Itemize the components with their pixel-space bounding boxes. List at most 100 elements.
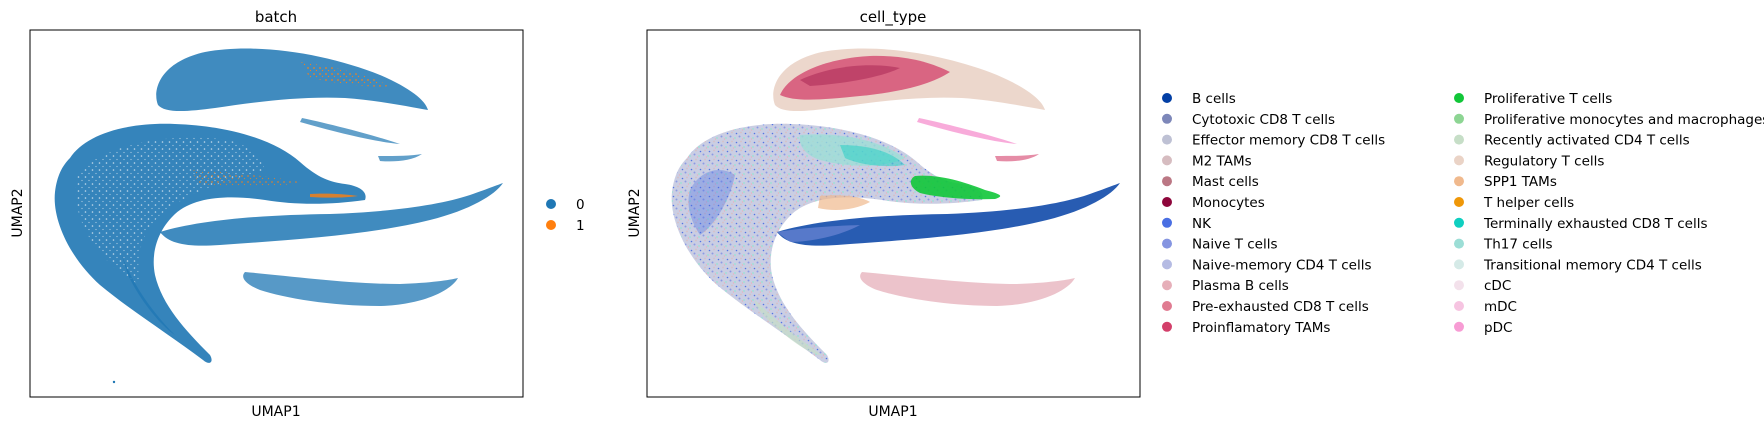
legend-item-th17-cells: Th17 cells <box>1454 237 1553 253</box>
cluster-top-ct-red <box>780 55 950 100</box>
cluster-nk <box>688 170 735 235</box>
cluster-mdc <box>995 154 1039 162</box>
legend-item-naive-t-cells: Naive T cells <box>1162 237 1278 253</box>
legend-label: 0 <box>576 197 585 213</box>
legend-cell-type: B cells Cytotoxic CD8 T cells Effector mem… <box>1162 91 1764 336</box>
legend-item-proliferative-t-cells: Proliferative T cells <box>1454 91 1612 107</box>
legend-item-recently-activated-cd4-t-cells: Recently activated CD4 T cells <box>1454 133 1690 149</box>
legend-item-pre-exhausted-cd8-t-cells: Pre-exhausted CD8 T cells <box>1162 299 1369 315</box>
legend-label: B cells <box>1192 91 1236 107</box>
cluster-spp1 <box>818 195 870 210</box>
legend-label: Proliferative T cells <box>1484 91 1612 107</box>
legend-item-cdc: cDC <box>1454 278 1511 294</box>
legend-label: mDC <box>1484 299 1517 315</box>
cluster-streak-2 <box>378 154 422 162</box>
legend-marker <box>1162 217 1172 228</box>
title-batch: batch <box>255 8 297 26</box>
legend-item-0: 0 <box>546 197 585 213</box>
legend-marker <box>1162 155 1172 166</box>
legend-item-plasma-b-cells: Plasma B cells <box>1162 278 1289 294</box>
legend-marker <box>1454 176 1464 187</box>
legend-marker <box>1454 321 1464 332</box>
cluster-side-orange <box>310 193 358 198</box>
legend-label: Regulatory T cells <box>1484 153 1604 169</box>
legend-marker <box>1454 301 1464 311</box>
legend-item-spp1-tams: SPP1 TAMs <box>1454 174 1557 190</box>
legend-item-regulatory-t-cells: Regulatory T cells <box>1454 153 1604 169</box>
cluster-streak-1 <box>300 118 400 144</box>
legend-marker <box>1454 238 1464 249</box>
legend-item-proinflamatory-tams: Proinflamatory TAMs <box>1162 320 1330 336</box>
plot-batch: batch UMAP1 UMAP2 01 <box>10 8 585 420</box>
legend-label: SPP1 TAMs <box>1484 174 1557 190</box>
legend-label: Terminally exhausted CD8 T cells <box>1483 216 1708 232</box>
legend-item-b-cells: B cells <box>1162 91 1236 107</box>
legend-item-nk: NK <box>1162 216 1212 232</box>
legend-label: pDC <box>1484 320 1512 336</box>
legend-marker <box>1162 176 1172 187</box>
legend-label: 1 <box>576 218 585 234</box>
xlabel-cell-type: UMAP1 <box>868 404 917 420</box>
legend-marker <box>1454 280 1464 291</box>
cluster-pdc <box>917 118 1017 144</box>
legend-label: Pre-exhausted CD8 T cells <box>1192 299 1369 315</box>
legend-marker <box>1162 93 1172 103</box>
plot-cell-type: cell_type UMAP1 UMAP2 B ce <box>627 8 1764 420</box>
legend-marker <box>1162 280 1172 291</box>
cluster-th17 <box>799 134 905 166</box>
cluster-terminal <box>840 145 905 167</box>
ylabel-cell-type: UMAP2 <box>627 188 643 237</box>
legend-item-monocytes: Monocytes <box>1162 195 1265 211</box>
legend-marker <box>1454 259 1464 270</box>
legend-label: Naive T cells <box>1192 237 1278 253</box>
legend-label: Plasma B cells <box>1192 278 1289 294</box>
legend-marker <box>1162 134 1172 145</box>
title-cell-type: cell_type <box>860 8 927 27</box>
legend-label: Th17 cells <box>1483 237 1553 253</box>
cluster-top-ct-dark <box>800 65 900 86</box>
legend-label: Transitional memory CD4 T cells <box>1483 257 1702 273</box>
ylabel-batch: UMAP2 <box>10 188 26 237</box>
legend-marker <box>1162 238 1172 249</box>
cluster-b-cells-edge <box>777 225 860 242</box>
legend-label: Proinflamatory TAMs <box>1192 320 1330 336</box>
legend-label: M2 TAMs <box>1192 153 1252 169</box>
legend-item-effector-memory-cd8-t-cells: Effector memory CD8 T cells <box>1162 133 1385 149</box>
legend-marker <box>1162 259 1172 270</box>
axes-frame-cell-type <box>646 29 1141 398</box>
legend-item-pdc: pDC <box>1454 320 1512 336</box>
cluster-bottom <box>243 272 458 306</box>
legend-marker <box>1454 217 1464 228</box>
legend-item-t-helper-cells: T helper cells <box>1454 195 1574 211</box>
scatter-points-cell-type <box>671 48 1120 363</box>
cluster-top <box>156 48 428 112</box>
legend-item-transitional-memory-cd4-t-cells: Transitional memory CD4 T cells <box>1454 257 1702 273</box>
legend-marker <box>1454 113 1464 124</box>
legend-label: Effector memory CD8 T cells <box>1192 133 1385 149</box>
legend-marker <box>1454 197 1464 207</box>
legend-item-1: 1 <box>546 218 585 234</box>
cluster-main-ct <box>671 123 983 363</box>
legend-label: Monocytes <box>1192 195 1265 211</box>
legend-label: Proliferative monocytes and macrophages <box>1484 112 1764 128</box>
legend-marker <box>1162 301 1172 311</box>
axes-frame-batch <box>29 29 524 398</box>
xlabel-batch: UMAP1 <box>251 404 300 420</box>
cluster-b-cells <box>777 183 1120 246</box>
legend-marker <box>1454 155 1464 166</box>
legend-batch: 01 <box>546 197 585 234</box>
legend-item-mast-cells: Mast cells <box>1162 174 1259 190</box>
legend-marker <box>1454 93 1464 103</box>
legend-marker <box>546 220 556 230</box>
legend-item-cytotoxic-cd8-t-cells: Cytotoxic CD8 T cells <box>1162 112 1335 128</box>
legend-item-m2-tams: M2 TAMs <box>1162 153 1252 169</box>
cluster-proliferative-t <box>910 175 1001 200</box>
legend-label: T helper cells <box>1483 195 1574 211</box>
legend-marker <box>1454 134 1464 145</box>
cluster-main-speckle <box>75 137 265 285</box>
legend-item-mdc: mDC <box>1454 299 1517 315</box>
cluster-right-streak <box>160 183 503 246</box>
legend-label: NK <box>1192 216 1212 232</box>
legend-marker <box>1162 113 1172 124</box>
